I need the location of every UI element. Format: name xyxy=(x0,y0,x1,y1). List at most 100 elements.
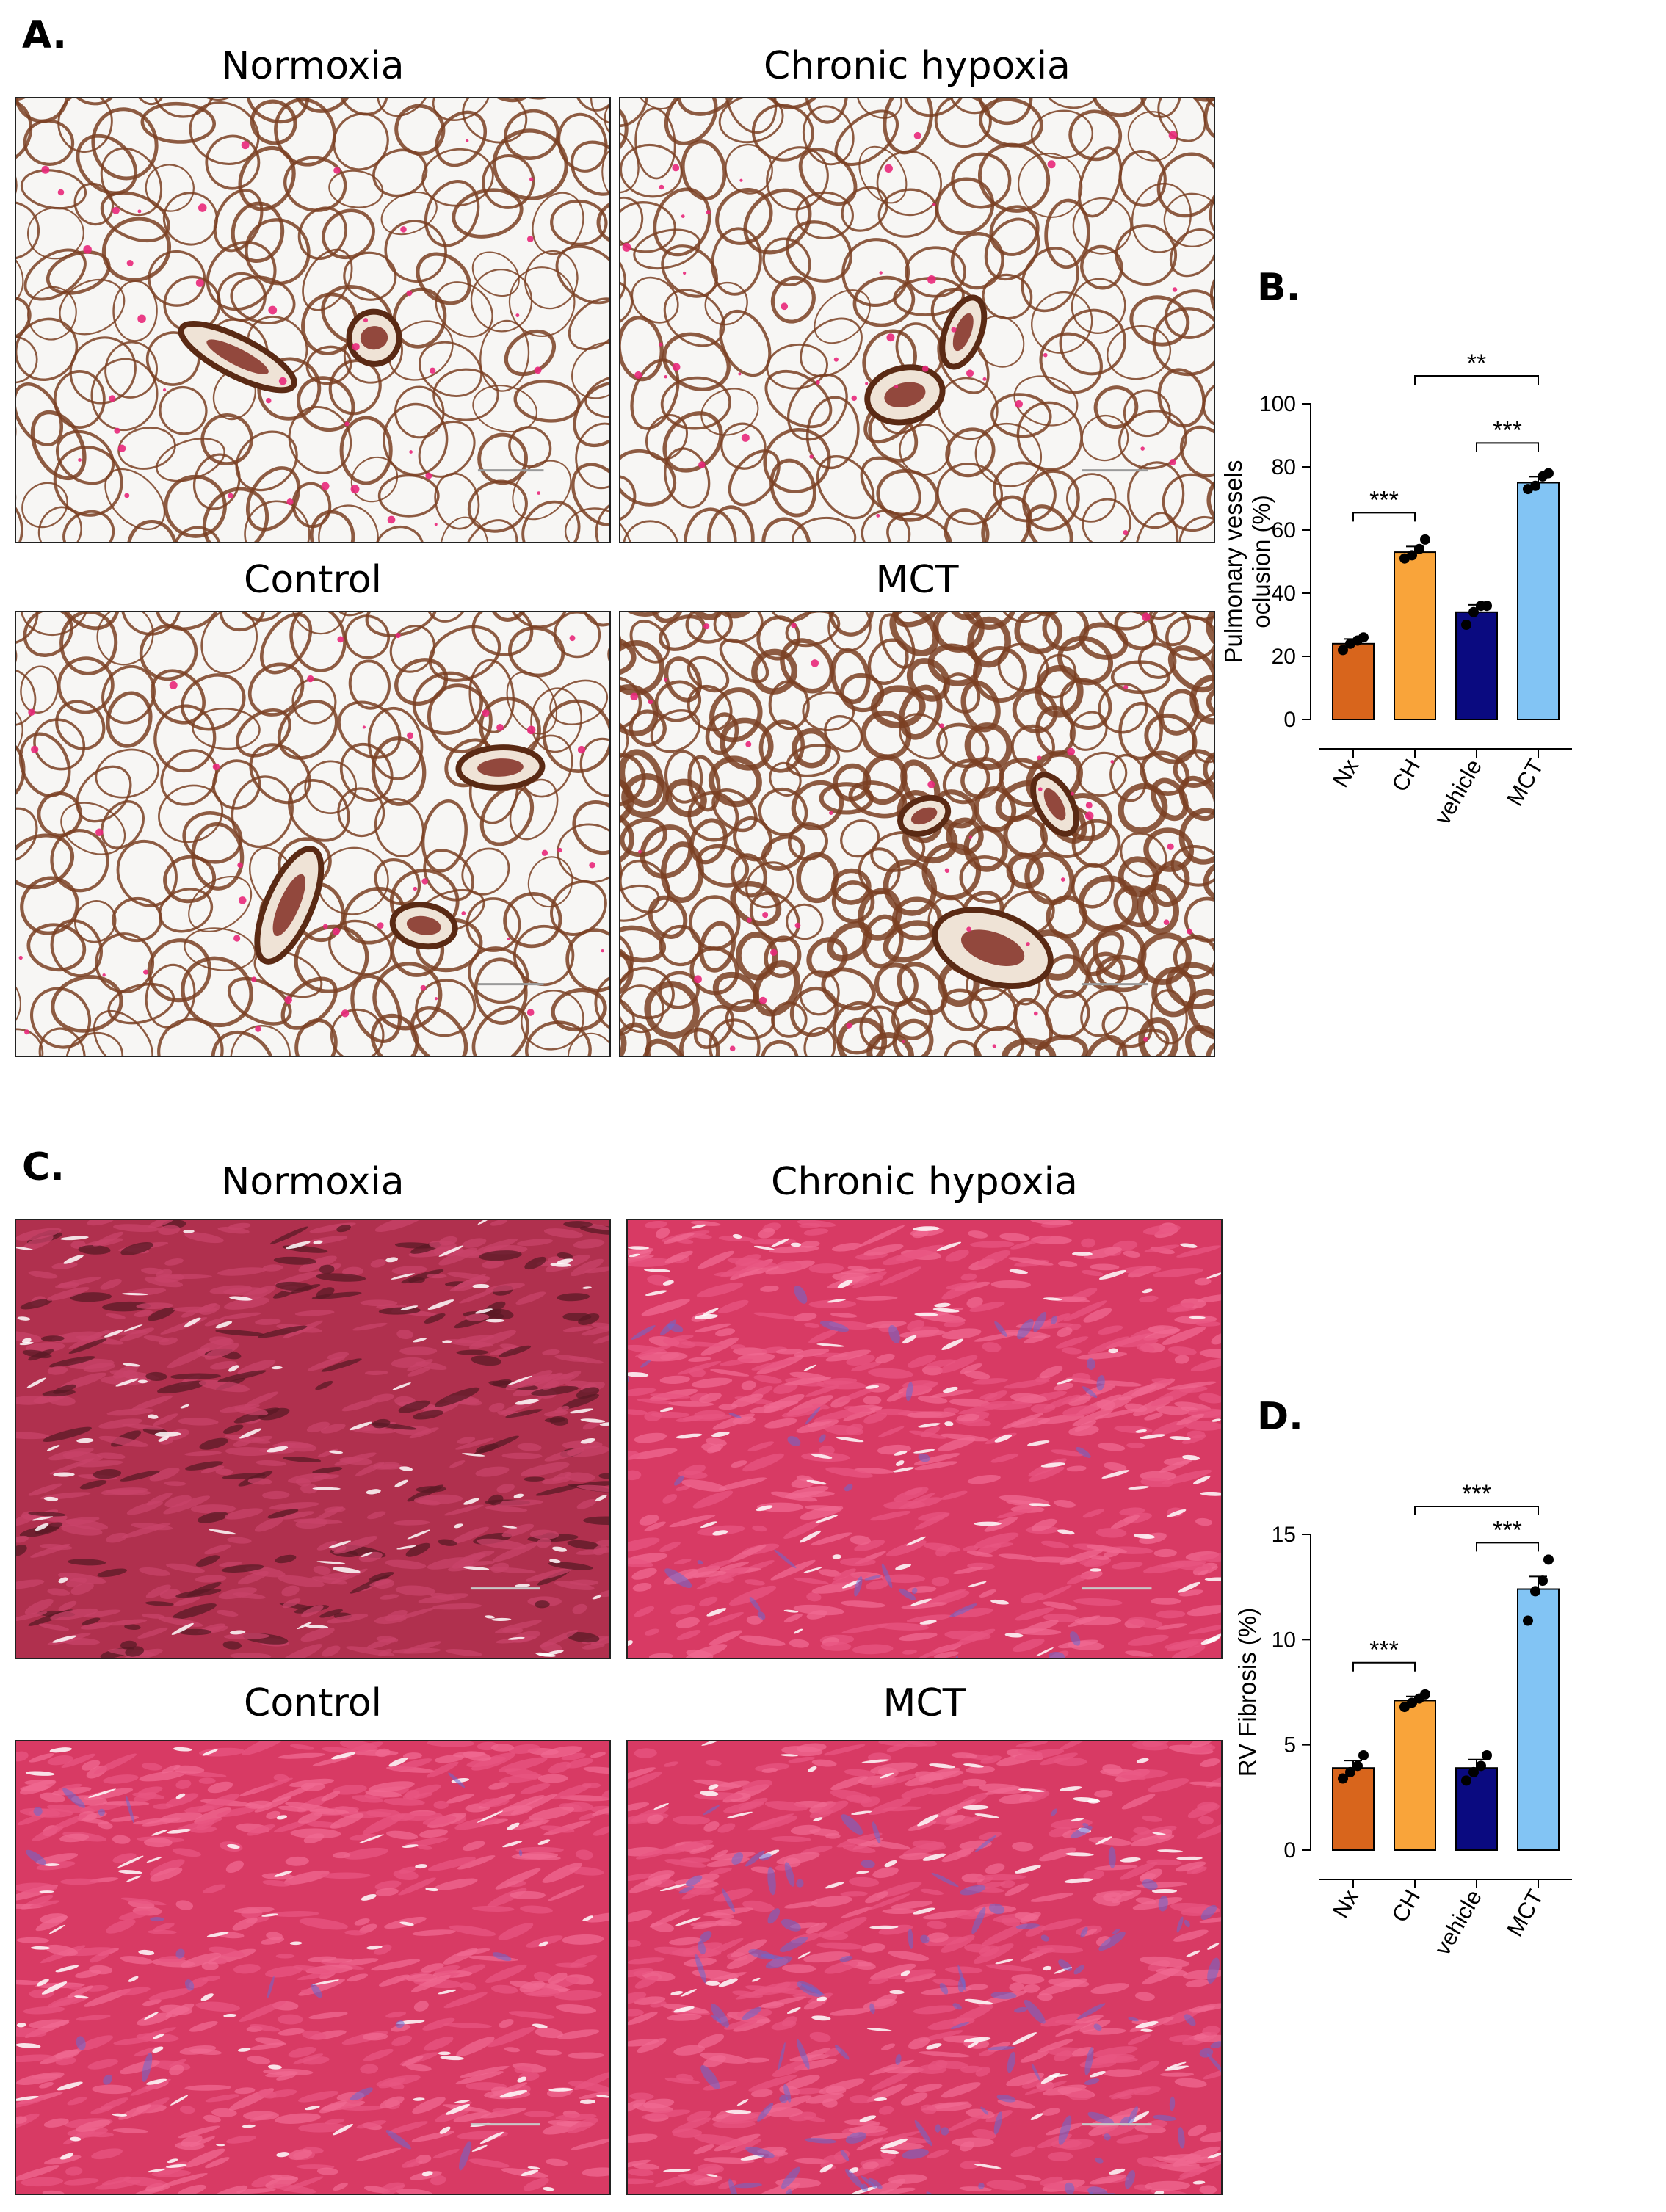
y-tick-label: 5 xyxy=(1283,1733,1296,1758)
data-point xyxy=(1468,1766,1479,1777)
muscle-fibers xyxy=(16,1220,609,1658)
bar-nx xyxy=(1332,642,1375,720)
interstitial-gaps xyxy=(16,1747,609,2191)
x-tick-label: CH xyxy=(1386,1885,1425,1926)
y-tick-label: 0 xyxy=(1283,1838,1296,1863)
data-point xyxy=(1476,1760,1486,1772)
image-title-normoxia: Normoxia xyxy=(221,44,405,88)
micrograph-heart-control xyxy=(15,1740,611,2195)
alveolar-walls xyxy=(16,98,609,542)
x-tick-label: CH xyxy=(1386,755,1425,796)
data-point xyxy=(1461,620,1471,630)
significance-bracket xyxy=(1352,512,1416,522)
collagen-deposits xyxy=(26,1772,523,2171)
panel-d-label: D. xyxy=(1257,1395,1303,1439)
y-tick-label: 100 xyxy=(1259,392,1296,416)
micrograph-lung-mct xyxy=(619,611,1215,1057)
interstitial-gaps xyxy=(16,1220,609,1657)
image-title-chronic-hypoxia: Chronic hypoxia xyxy=(764,44,1071,88)
chart-b: 0 20 40 60 80 100 Pulmonary vessels oclusion (%… xyxy=(1219,345,1645,852)
data-point xyxy=(1538,1575,1548,1587)
significance-bracket xyxy=(1476,1542,1539,1552)
x-tick-label: MCT xyxy=(1502,1885,1549,1941)
data-point xyxy=(1338,1773,1348,1784)
data-point xyxy=(1352,1760,1363,1772)
chart-b-svg: 0 20 40 60 80 100 Pulmonary vessels oclusion (%… xyxy=(1220,349,1572,829)
significance-label: *** xyxy=(1369,486,1399,514)
x-tick-label: MCT xyxy=(1502,755,1549,811)
bar-mct xyxy=(1517,482,1560,720)
significance-bracket xyxy=(1414,375,1539,385)
panel-a-label: A. xyxy=(22,13,67,57)
data-point xyxy=(1338,645,1348,656)
significance-bracket xyxy=(1414,1506,1539,1515)
data-point xyxy=(1468,606,1479,617)
interstitial-gaps xyxy=(653,1741,1221,2194)
image-title-control-heart: Control xyxy=(244,1681,382,1725)
red-blood-cells xyxy=(630,612,1192,1052)
alveolar-walls xyxy=(620,98,1214,542)
significance-label: ** xyxy=(1467,349,1486,377)
data-point xyxy=(1407,550,1417,561)
image-title-chronic-hypoxia-heart: Chronic hypoxia xyxy=(771,1160,1078,1204)
bar-mct xyxy=(1517,1588,1560,1852)
red-blood-cells xyxy=(622,131,1178,536)
muscle-fibers xyxy=(16,1741,609,2194)
significance-bracket xyxy=(1352,1661,1416,1672)
x-tick-label: vehicle xyxy=(1430,1885,1488,1959)
bar-vehicle xyxy=(1455,611,1498,720)
image-title-mct-heart: MCT xyxy=(883,1681,966,1725)
y-tick-label: 20 xyxy=(1272,645,1296,669)
data-point xyxy=(1358,632,1369,643)
significance-bracket xyxy=(1476,442,1539,452)
data-point xyxy=(1523,1615,1533,1626)
y-tick-label: 80 xyxy=(1272,455,1296,479)
tissue-background xyxy=(628,1220,1221,1658)
significance-label: *** xyxy=(1493,1516,1522,1544)
y-tick-label: 15 xyxy=(1272,1523,1296,1547)
panel-b-label: B. xyxy=(1257,266,1301,310)
data-point xyxy=(1543,468,1554,479)
image-title-normoxia-heart: Normoxia xyxy=(221,1160,405,1204)
data-point xyxy=(1414,543,1424,554)
y-tick-label: 10 xyxy=(1272,1628,1296,1652)
significance-label: *** xyxy=(1493,416,1522,444)
y-axis-label: RV Fibrosis (%) xyxy=(1234,1608,1261,1777)
data-point xyxy=(1482,601,1492,612)
data-point xyxy=(1530,1586,1540,1597)
y-tick-label: 40 xyxy=(1272,581,1296,606)
significance-label: *** xyxy=(1369,1636,1399,1664)
data-point xyxy=(1345,1766,1355,1777)
bar-ch xyxy=(1394,551,1436,720)
y-tick-label: 60 xyxy=(1272,518,1296,543)
data-point xyxy=(1482,1750,1492,1760)
red-blood-cells xyxy=(41,139,542,526)
alveolar-walls xyxy=(16,612,609,1056)
collagen-deposits xyxy=(628,1285,1105,1658)
chart-d: 0 5 10 15 RV Fibrosis (%) Nx CH vehicle MCT *** **… xyxy=(1219,1476,1645,1982)
y-tick-label: 0 xyxy=(1283,708,1296,732)
data-point xyxy=(1461,1775,1471,1786)
y-axis-label: Pulmonary vessels xyxy=(1220,460,1247,664)
interstitial-gaps xyxy=(628,1224,1221,1657)
data-point xyxy=(1543,1554,1554,1565)
micrograph-lung-control xyxy=(15,611,611,1057)
image-title-mct: MCT xyxy=(875,558,959,602)
red-blood-cells xyxy=(18,633,604,1035)
micrograph-heart-chronic-hypoxia xyxy=(626,1219,1223,1659)
x-tick-label: Nx xyxy=(1328,1885,1364,1923)
bar-ch xyxy=(1394,1700,1436,1852)
data-point xyxy=(1358,1750,1369,1760)
panel-c-label: C. xyxy=(22,1145,65,1189)
data-point xyxy=(1420,1689,1430,1700)
collagen-deposits xyxy=(678,1805,1221,2194)
image-title-control: Control xyxy=(244,558,382,602)
x-tick-label: vehicle xyxy=(1430,755,1488,829)
micrograph-lung-chronic-hypoxia xyxy=(619,97,1215,543)
muscle-fibers xyxy=(628,1220,1221,1658)
significance-label: *** xyxy=(1462,1480,1491,1508)
micrograph-heart-mct xyxy=(626,1740,1223,2195)
x-tick-label: Nx xyxy=(1328,755,1364,792)
micrograph-lung-normoxia xyxy=(15,97,611,543)
